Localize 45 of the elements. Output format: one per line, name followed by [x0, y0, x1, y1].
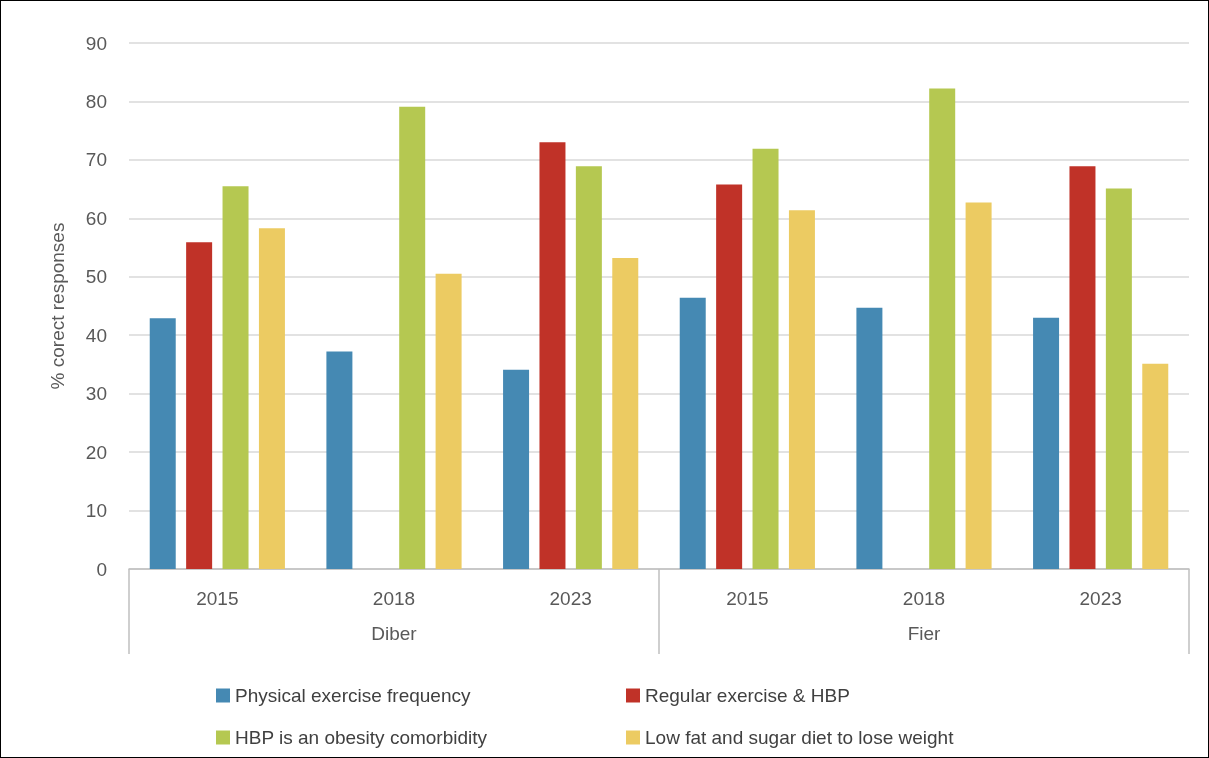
bar: [435, 273, 462, 569]
bar: [679, 297, 706, 569]
bar: [612, 258, 639, 569]
bar: [149, 318, 176, 569]
bar: [1142, 363, 1169, 569]
y-axis-title: % corect responses: [47, 222, 68, 390]
legend-label: Regular exercise & HBP: [645, 685, 850, 706]
y-tick-label: 50: [85, 266, 107, 288]
bar: [752, 148, 779, 569]
y-tick-label: 10: [85, 500, 107, 522]
x-tick-label: 2015: [726, 588, 769, 609]
bar: [186, 242, 213, 569]
legend-label: HBP is an obesity comorbidity: [235, 727, 488, 748]
x-tick-label: 2023: [1079, 588, 1122, 609]
x-tick-label: 2023: [549, 588, 592, 609]
y-tick-label: 80: [85, 90, 107, 112]
y-tick-label: 0: [96, 558, 107, 580]
bar: [503, 369, 530, 569]
legend-label: Physical exercise frequency: [235, 685, 471, 706]
y-tick-label: 90: [85, 32, 107, 54]
bar: [716, 184, 743, 569]
y-tick-label: 40: [85, 324, 107, 346]
y-tick-label: 60: [85, 207, 107, 229]
text: Diber: [371, 623, 418, 644]
bar: [539, 142, 566, 569]
y-tick-label: 30: [85, 383, 107, 405]
legend-label: Low fat and sugar diet to lose weight: [645, 727, 955, 748]
bar: [856, 307, 883, 569]
bar: [1069, 166, 1096, 569]
x-tick-label: 2015: [196, 588, 239, 609]
bar: [258, 228, 285, 569]
bar: [326, 351, 353, 569]
x-tick-label: 2018: [902, 588, 946, 609]
bar: [1105, 188, 1132, 569]
y-tick-label: 20: [85, 441, 107, 463]
bar: [1033, 317, 1060, 569]
bar: [575, 166, 602, 569]
bar: [929, 88, 956, 569]
x-tick-label: 2018: [372, 588, 416, 609]
bar: [965, 202, 992, 569]
bar: [399, 106, 426, 569]
bar: [788, 210, 815, 569]
y-tick-label: 70: [85, 149, 107, 171]
text: Fier: [907, 623, 942, 644]
bar: [222, 186, 249, 569]
